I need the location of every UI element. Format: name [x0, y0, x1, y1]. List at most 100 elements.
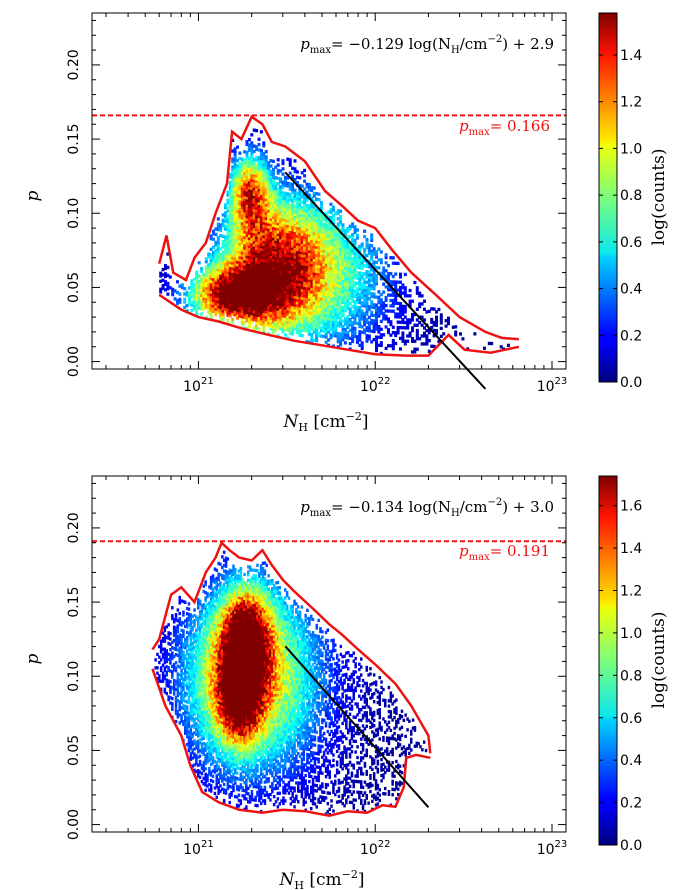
- heatmap-cell: [195, 655, 198, 659]
- heatmap-cell: [228, 234, 232, 238]
- heatmap-cell: [245, 308, 249, 312]
- heatmap-cell: [228, 236, 232, 241]
- heatmap-cell: [202, 672, 205, 676]
- heatmap-cell: [279, 241, 283, 245]
- heatmap-cell: [300, 232, 304, 236]
- heatmap-cell: [257, 303, 261, 307]
- heatmap-cell: [221, 306, 225, 311]
- heatmap-cell: [163, 652, 167, 657]
- heatmap-cell: [238, 194, 242, 198]
- heatmap-cell: [195, 671, 198, 675]
- heatmap-cell: [377, 330, 381, 334]
- heatmap-cell: [163, 634, 167, 638]
- heatmap-cell: [411, 312, 414, 317]
- heatmap-cell: [286, 213, 290, 217]
- heatmap-cell: [257, 321, 261, 326]
- heatmap-cell: [212, 229, 215, 233]
- heatmap-cell: [206, 747, 209, 751]
- heatmap-cell: [286, 280, 290, 284]
- heatmap-cell: [303, 206, 307, 210]
- heatmap-cell: [176, 680, 180, 684]
- heatmap-cell: [293, 268, 297, 272]
- heatmap-cell: [180, 650, 183, 654]
- heatmap-cell: [327, 266, 331, 270]
- heatmap-cell: [259, 282, 263, 286]
- heatmap-cell: [324, 228, 328, 232]
- heatmap-cell: [259, 229, 263, 233]
- heatmap-cell: [193, 747, 196, 751]
- heatmap-cell: [161, 655, 165, 659]
- heatmap-cell: [221, 234, 225, 238]
- heatmap-cell: [198, 693, 202, 697]
- heatmap-cell: [250, 248, 254, 252]
- heatmap-cell: [219, 295, 223, 299]
- heatmap-cell: [329, 264, 333, 268]
- heatmap-cell: [327, 298, 331, 302]
- heatmap-cell: [276, 227, 280, 231]
- heatmap-cell: [329, 293, 333, 297]
- heatmap-cell: [293, 316, 297, 321]
- heatmap-cell: [298, 232, 302, 236]
- heatmap-cell: [339, 271, 343, 275]
- heatmap-cell: [264, 176, 268, 180]
- heatmap-cell: [351, 289, 355, 293]
- heatmap-cell: [312, 205, 316, 209]
- heatmap-cell: [317, 280, 321, 284]
- heatmap-cell: [399, 320, 402, 324]
- heatmap-cell: [204, 673, 207, 678]
- heatmap-cell: [288, 206, 292, 210]
- heatmap-cell: [191, 649, 194, 653]
- heatmap-cell: [291, 257, 295, 261]
- heatmap-cell: [322, 318, 326, 323]
- heatmap-cell: [370, 340, 374, 344]
- heatmap-cell: [317, 192, 321, 196]
- heatmap-cell: [291, 318, 295, 323]
- heatmap-cell: [252, 312, 256, 316]
- heatmap-cell: [228, 282, 232, 286]
- heatmap-cell: [161, 676, 165, 681]
- heatmap-cell: [245, 190, 249, 195]
- heatmap-cell: [195, 722, 198, 726]
- heatmap-cell: [204, 681, 207, 686]
- heatmap-cell: [257, 252, 261, 256]
- heatmap-cell: [250, 293, 254, 297]
- heatmap-cell: [327, 236, 331, 241]
- heatmap-cell: [255, 190, 259, 194]
- heatmap-cell: [343, 282, 347, 286]
- heatmap-cell: [219, 287, 223, 291]
- heatmap-cell: [312, 218, 316, 222]
- heatmap-cell: [238, 223, 242, 227]
- heatmap-cell: [159, 647, 163, 651]
- heatmap-cell: [240, 216, 244, 220]
- heatmap-cell: [295, 213, 299, 217]
- heatmap-cell: [202, 768, 205, 772]
- heatmap-cell: [236, 287, 239, 291]
- heatmap-cell: [279, 300, 283, 304]
- heatmap-cell: [197, 598, 200, 602]
- heatmap-cell: [331, 323, 335, 327]
- heatmap-cell: [303, 270, 307, 274]
- heatmap-cell: [370, 300, 374, 304]
- heatmap-cell: [310, 284, 314, 289]
- heatmap-cell: [353, 238, 357, 242]
- heatmap-cell: [334, 232, 338, 237]
- heatmap-cell: [271, 301, 275, 305]
- heatmap-cell: [288, 163, 292, 167]
- heatmap-cell: [171, 654, 174, 658]
- heatmap-cell: [370, 257, 374, 261]
- heatmap-cell: [264, 240, 268, 245]
- heatmap-cell: [262, 328, 266, 332]
- heatmap-cell: [276, 238, 280, 242]
- heatmap-cell: [269, 289, 273, 294]
- heatmap-cell: [363, 299, 367, 303]
- heatmap-cell: [435, 331, 438, 335]
- heatmap-cell: [187, 647, 191, 651]
- heatmap-cell: [291, 198, 295, 203]
- heatmap-cell: [269, 249, 273, 254]
- heatmap-cell: [167, 698, 170, 702]
- heatmap-cell: [198, 655, 202, 659]
- heatmap-cell: [206, 642, 209, 647]
- heatmap-cell: [236, 273, 239, 277]
- heatmap-cell: [219, 284, 223, 288]
- heatmap-cell: [303, 214, 307, 218]
